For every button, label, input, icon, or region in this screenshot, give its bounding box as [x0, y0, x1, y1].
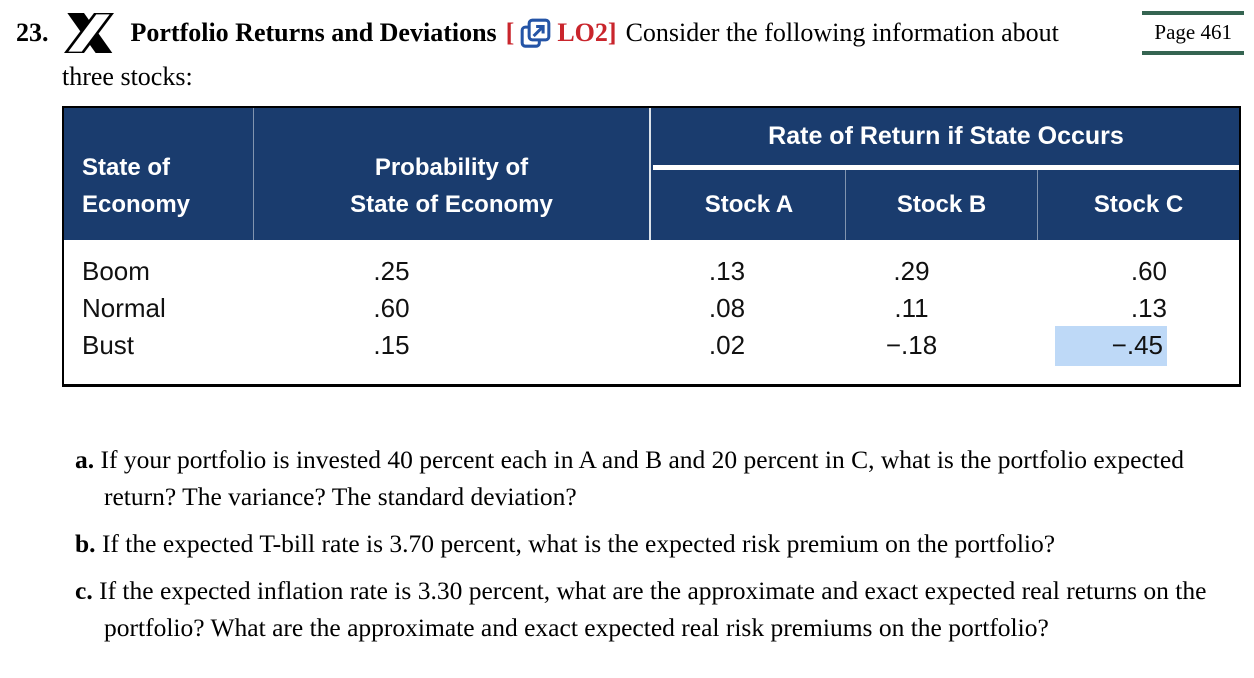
rate-of-return-span-header: Rate of Return if State Occurs — [768, 122, 1124, 150]
cell-stock-c: .60 — [1130, 256, 1167, 286]
problem-number: 23. — [16, 18, 49, 47]
excel-x-icon — [62, 11, 115, 55]
cell-state: Boom — [82, 256, 150, 286]
intro-text: Consider the following information about — [625, 18, 1059, 47]
question-label: a. — [75, 445, 95, 474]
highlighted-value: −.45 — [1054, 326, 1167, 366]
question-text: If the expected T-bill rate is 3.70 perc… — [101, 529, 1056, 558]
table-row-bust: Bust .15 .02 −.18 −.45 — [64, 326, 1239, 366]
problem-title: Portfolio Returns and Deviations — [130, 18, 497, 47]
table-header: State of Economy Probability of State of… — [64, 108, 1239, 240]
table-body: Boom .25 .13 .29 .60 Normal .60 .08 .11 … — [64, 240, 1239, 384]
stock-b-header: Stock B — [845, 170, 1037, 240]
cell-probability: .60 — [373, 293, 410, 323]
stock-c-header: Stock C — [1037, 170, 1239, 240]
header-divider-rule — [653, 165, 1239, 170]
external-link-icon[interactable] — [519, 17, 552, 50]
prob-header-line1: Probability of — [374, 154, 529, 181]
table-row-normal: Normal .60 .08 .11 .13 — [64, 290, 1239, 327]
cell-stock-c: .13 — [1130, 293, 1167, 323]
cell-state: Normal — [82, 293, 166, 323]
cell-stock-a: .02 — [708, 330, 746, 360]
state-header-line1: State of — [82, 154, 171, 181]
lo-bracket-open: [ — [505, 18, 515, 47]
question-list: a. If your portfolio is invested 40 perc… — [75, 441, 1210, 646]
cell-stock-b: .11 — [894, 293, 929, 323]
question-item-b: b. If the expected T-bill rate is 3.70 p… — [75, 525, 1210, 562]
cell-stock-b: .29 — [893, 256, 930, 286]
cell-stock-a: .13 — [708, 256, 746, 286]
returns-table: State of Economy Probability of State of… — [62, 106, 1241, 387]
question-text: If your portfolio is invested 40 percent… — [100, 445, 1184, 511]
lo-link[interactable]: [ LO2] — [506, 17, 617, 50]
intro-text-continued: three stocks: — [62, 62, 193, 91]
stock-a-header: Stock A — [704, 191, 794, 218]
question-item-a: a. If your portfolio is invested 40 perc… — [75, 441, 1210, 515]
problem-header: 23. Portfolio Returns and Deviations [ L… — [0, 0, 1254, 56]
lo-label: LO2] — [557, 18, 617, 47]
cell-stock-c: −.45 — [1035, 326, 1239, 366]
question-text: If the expected inflation rate is 3.30 p… — [99, 576, 1207, 642]
state-of-economy-header: State of Economy — [64, 108, 254, 240]
question-item-c: c. If the expected inflation rate is 3.3… — [75, 572, 1210, 646]
cell-probability: .15 — [373, 330, 410, 360]
cell-stock-b: −.18 — [885, 330, 938, 360]
state-header-line2: Economy — [82, 191, 191, 218]
cell-stock-a: .08 — [708, 293, 746, 323]
table-row-boom: Boom .25 .13 .29 .60 — [64, 253, 1239, 290]
cell-state: Bust — [82, 330, 135, 360]
prob-header-line2: State of Economy — [350, 191, 553, 218]
page-marker-badge: Page 461 — [1142, 11, 1244, 55]
probability-header: Probability of State of Economy — [254, 108, 651, 240]
cell-probability: .25 — [373, 256, 410, 286]
question-label: c. — [75, 576, 93, 605]
question-label: b. — [75, 529, 96, 558]
stock-subheaders: Stock A Stock B Stock C — [653, 170, 1239, 240]
